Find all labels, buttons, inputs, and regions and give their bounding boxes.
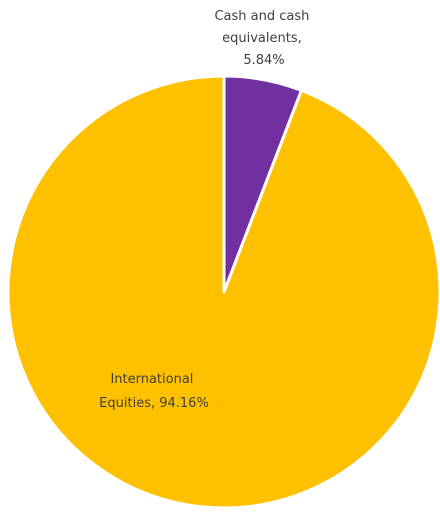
pie-slice-international-equities <box>6 74 440 510</box>
data-label-international-line-2: Equities, 94.16% <box>99 396 209 411</box>
data-label-cash-line-1: Cash and cash <box>214 9 309 24</box>
data-label-cash-line-2: equivalents, <box>222 31 302 46</box>
data-label-international-equities: International Equities, 94.16% <box>99 372 209 411</box>
data-label-cash-line-3: 5.84% <box>243 53 284 68</box>
pie-slices <box>6 74 440 510</box>
data-label-international-line-1: International <box>110 372 193 387</box>
data-label-cash: Cash and cash equivalents, 5.84% <box>214 9 313 68</box>
